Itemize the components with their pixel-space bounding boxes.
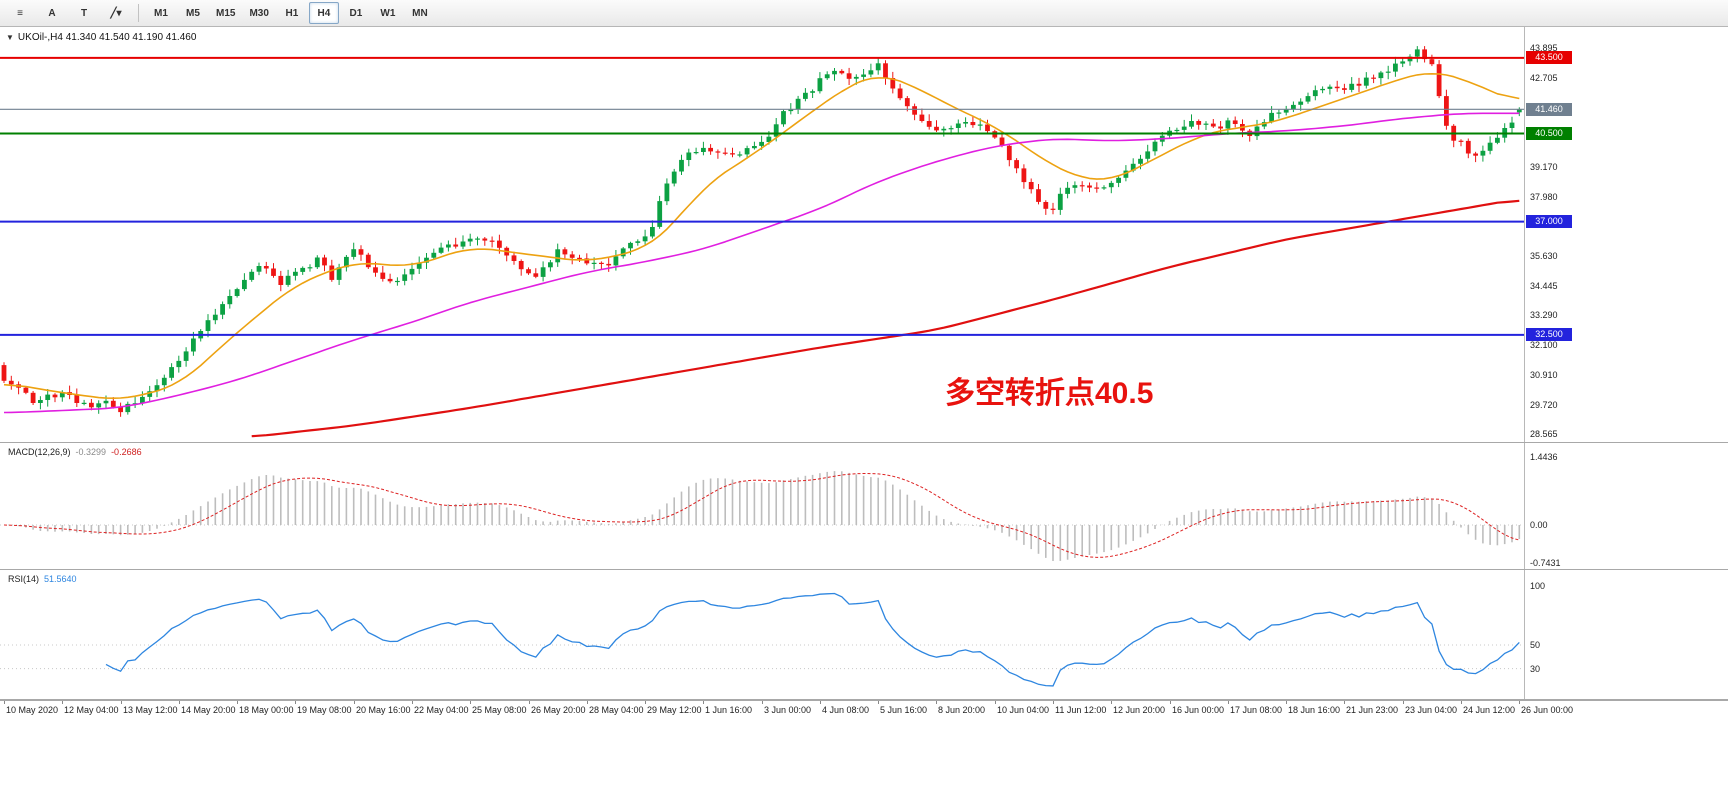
time-axis-label: 19 May 08:00 (297, 705, 352, 715)
macd-signal-line (3, 472, 1520, 558)
time-axis-label: 29 May 12:00 (647, 705, 702, 715)
time-axis-tick (995, 701, 996, 704)
time-axis-tick (1519, 701, 1520, 704)
time-axis-label: 28 May 04:00 (589, 705, 644, 715)
time-axis-tick (1286, 701, 1287, 704)
time-axis-label: 17 Jun 08:00 (1230, 705, 1283, 715)
timeframe-M15-button[interactable]: M15 (216, 7, 236, 19)
toolbar-timeframes: M1 M5 M15 M30 H1 H4 D1 W1 MN (145, 2, 436, 24)
time-axis-tick (820, 701, 821, 704)
time-axis-label: 13 May 12:00 (123, 705, 178, 715)
time-axis-tick (62, 701, 63, 704)
time-axis-tick (1461, 701, 1462, 704)
time-axis-label: 1 Jun 16:00 (705, 705, 753, 715)
time-axis-tick (878, 701, 879, 704)
time-axis-tick (762, 701, 763, 704)
time-axis-label: 12 May 04:00 (64, 705, 119, 715)
time-axis-tick (470, 701, 471, 704)
time-axis-tick (179, 701, 180, 704)
timeframe-M5-button[interactable]: M5 (186, 7, 200, 19)
time-axis-label: 26 May 20:00 (531, 705, 586, 715)
timeframe-H4-button[interactable]: H4 (308, 2, 339, 24)
time-axis-tick (1403, 701, 1404, 704)
time-axis-label: 16 Jun 00:00 (1172, 705, 1225, 715)
moving-averages-group (3, 73, 1520, 438)
time-axis-label: 18 May 00:00 (239, 705, 294, 715)
time-axis-label: 26 Jun 00:00 (1521, 705, 1574, 715)
time-axis-label: 23 Jun 04:00 (1405, 705, 1458, 715)
time-axis-label: 3 Jun 00:00 (764, 705, 812, 715)
time-axis-tick (1228, 701, 1229, 704)
macd-histogram-group (10, 471, 1521, 561)
time-axis[interactable]: 10 May 2020 12 May 04:00 13 May 12:00 14 Ma… (0, 700, 1728, 721)
time-axis-label: 14 May 20:00 (181, 705, 236, 715)
time-axis-label: 20 May 16:00 (356, 705, 411, 715)
time-axis-label: 5 Jun 16:00 (880, 705, 928, 715)
macd-panel-canvas[interactable] (0, 443, 1728, 570)
time-axis-tick (936, 701, 937, 704)
timeframe-M1-button[interactable]: M1 (154, 7, 168, 19)
time-axis-label: 12 Jun 20:00 (1113, 705, 1166, 715)
time-axis-tick (1170, 701, 1171, 704)
time-axis-tick (587, 701, 588, 704)
fast-ma-line (3, 73, 1520, 399)
time-axis-label: 22 May 04:00 (414, 705, 469, 715)
time-axis-tick (1344, 701, 1345, 704)
timeframe-H1-button[interactable]: H1 (285, 7, 299, 19)
time-axis-tick (529, 701, 530, 704)
tool-font-button[interactable]: A (48, 7, 56, 19)
candles-group (1, 46, 1522, 417)
time-axis-label: 10 May 2020 (6, 705, 59, 715)
time-axis-label: 11 Jun 12:00 (1055, 705, 1107, 715)
time-axis-tick (703, 701, 704, 704)
tool-text-label-button[interactable]: T (80, 7, 88, 19)
tool-objects-list-button[interactable]: ≡ (17, 7, 23, 19)
toolbar-tools: ≡ A T ╱▾ (4, 2, 132, 24)
rsi-panel-canvas[interactable] (0, 570, 1728, 700)
tool-draw-button[interactable]: ╱▾ (110, 7, 122, 19)
toolbar: ≡ A T ╱▾ M1 M5 M15 M30 H1 H4 D1 W1 MN (0, 0, 1728, 27)
time-axis-label: 4 Jun 08:00 (822, 705, 870, 715)
medium-ma-line (3, 112, 1520, 414)
time-axis-label: 21 Jun 23:00 (1346, 705, 1399, 715)
time-axis-label: 10 Jun 04:00 (997, 705, 1050, 715)
toolbar-separator (138, 4, 139, 22)
time-axis-tick (1053, 701, 1054, 704)
horizontal-lines-group (0, 56, 1524, 336)
time-axis-tick (645, 701, 646, 704)
time-axis-label: 24 Jun 12:00 (1463, 705, 1516, 715)
time-axis-tick (412, 701, 413, 704)
time-axis-tick (1111, 701, 1112, 704)
time-axis-tick (4, 701, 5, 704)
time-axis-label: 8 Jun 20:00 (938, 705, 986, 715)
main-chart-canvas[interactable] (0, 27, 1728, 443)
time-axis-tick (237, 701, 238, 704)
rsi-line (105, 592, 1520, 687)
time-axis-tick (295, 701, 296, 704)
time-axis-label: 18 Jun 16:00 (1288, 705, 1341, 715)
time-axis-tick (354, 701, 355, 704)
timeframe-MN-button[interactable]: MN (412, 7, 428, 19)
slow-ma-line (251, 199, 1520, 438)
timeframe-D1-button[interactable]: D1 (349, 7, 363, 19)
timeframe-M30-button[interactable]: M30 (249, 7, 269, 19)
timeframe-W1-button[interactable]: W1 (380, 7, 396, 19)
time-axis-tick (121, 701, 122, 704)
time-axis-label: 25 May 08:00 (472, 705, 527, 715)
